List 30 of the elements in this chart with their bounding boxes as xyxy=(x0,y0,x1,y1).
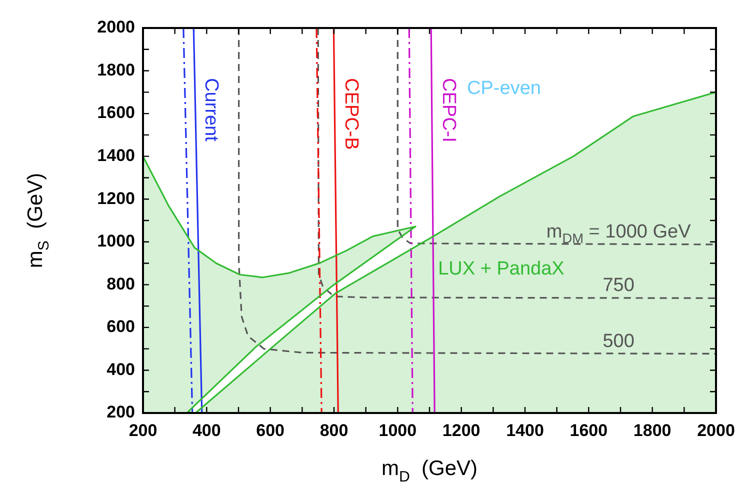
y-tick-label: 2000 xyxy=(97,18,135,37)
y-tick-label: 1000 xyxy=(97,232,135,251)
series-label: 500 xyxy=(602,330,634,352)
x-tick-label: 1200 xyxy=(442,420,480,440)
line-series xyxy=(317,28,716,299)
x-tick-label: 1600 xyxy=(570,420,608,440)
x-tick-label: 400 xyxy=(192,420,221,440)
y-tick-label: 400 xyxy=(106,360,135,379)
text: CEPC-B xyxy=(340,78,362,150)
x-tick-label: 1800 xyxy=(633,420,672,440)
x-tick-label: 200 xyxy=(128,420,158,440)
line-series xyxy=(238,28,716,355)
text: CEPC-I xyxy=(438,78,460,142)
annotation: CP-even xyxy=(467,78,541,99)
y-tick-label: 1200 xyxy=(97,188,135,208)
x-tick-label: 800 xyxy=(320,420,348,440)
x-tick-label: 2000 xyxy=(697,420,735,440)
y-tick-label: 1400 xyxy=(97,146,135,166)
y-tick-label: 1800 xyxy=(97,60,135,80)
x-tick-label: 1000 xyxy=(378,420,417,440)
y-tick-label: 200 xyxy=(106,402,135,422)
x-tick-label: 600 xyxy=(256,420,285,440)
y-tick-label: 800 xyxy=(106,274,135,294)
series-label: LUX + PandaX xyxy=(438,258,565,280)
series-label: 750 xyxy=(602,275,634,296)
y-tick-label: 600 xyxy=(106,317,135,336)
x-tick-label: 1400 xyxy=(506,420,544,440)
y-tick-label: 1600 xyxy=(97,103,135,122)
y-axis-title: mS (GeV) xyxy=(24,172,52,268)
text: Current xyxy=(200,78,222,142)
